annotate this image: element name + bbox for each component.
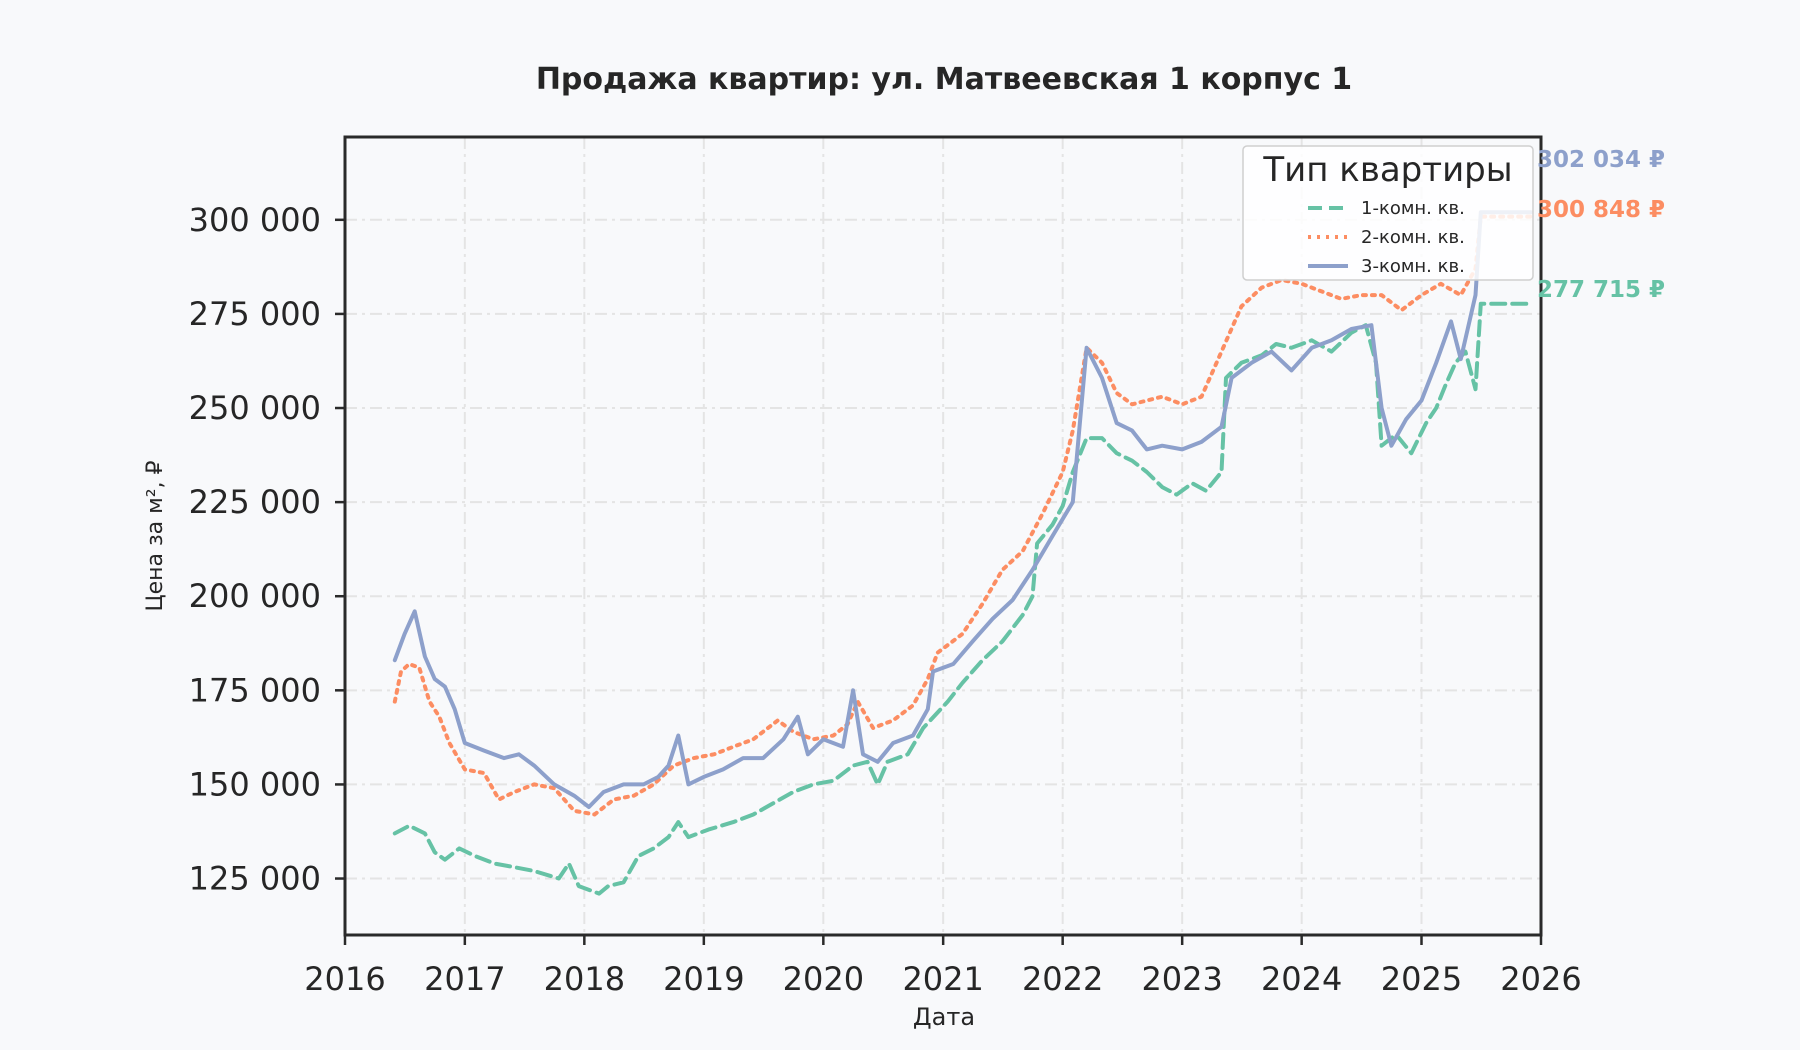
x-axis-label: Дата bbox=[913, 1003, 975, 1031]
legend-title: Тип квартиры bbox=[1262, 150, 1512, 190]
x-tick-label: 2016 bbox=[304, 960, 385, 998]
legend: Тип квартиры 1-комн. кв. 2-комн. кв. 3-ком… bbox=[1242, 145, 1534, 281]
y-tick-label: 225 000 bbox=[189, 483, 321, 521]
y-axis-label: Цена за м², ₽ bbox=[143, 460, 168, 611]
x-tick-label: 2020 bbox=[783, 960, 864, 998]
series-lines bbox=[392, 210, 1533, 896]
end-value-labels: 277 715 ₽ 300 848 ₽ 302 034 ₽ bbox=[1537, 147, 1665, 303]
x-tick-label: 2017 bbox=[424, 960, 505, 998]
x-tick-label: 2024 bbox=[1261, 960, 1342, 998]
series-line bbox=[392, 210, 1533, 809]
y-tick-label: 250 000 bbox=[189, 389, 321, 427]
series-line bbox=[392, 214, 1533, 817]
legend-entry-label: 2-комн. кв. bbox=[1361, 227, 1465, 248]
legend-entry-label: 3-комн. кв. bbox=[1361, 256, 1465, 277]
x-tick-label: 2023 bbox=[1141, 960, 1222, 998]
series-line bbox=[392, 301, 1533, 896]
series-end-label: 300 848 ₽ bbox=[1537, 197, 1665, 223]
legend-items: 1-комн. кв. 2-комн. кв. 3-комн. кв. bbox=[1308, 198, 1465, 277]
x-tick-label: 2019 bbox=[663, 960, 744, 998]
legend-entry-label: 1-комн. кв. bbox=[1361, 198, 1465, 219]
series-end-label: 277 715 ₽ bbox=[1537, 277, 1665, 303]
x-tick-label: 2026 bbox=[1500, 960, 1581, 998]
y-tick-label: 300 000 bbox=[189, 201, 321, 239]
y-tick-label: 125 000 bbox=[189, 860, 321, 898]
x-tick-label: 2018 bbox=[544, 960, 625, 998]
chart-title: Продажа квартир: ул. Матвеевская 1 корпу… bbox=[536, 62, 1352, 97]
legend-box bbox=[1242, 145, 1534, 281]
y-tick-label: 275 000 bbox=[189, 295, 321, 333]
y-tick-label: 200 000 bbox=[189, 577, 321, 615]
x-tick-label: 2025 bbox=[1381, 960, 1462, 998]
x-axis-ticks: 2016 2017 2018 2019 2020 2021 2022 2023 2024 2025… bbox=[304, 935, 1582, 998]
x-tick-label: 2022 bbox=[1022, 960, 1103, 998]
series-end-label: 302 034 ₽ bbox=[1537, 147, 1665, 173]
y-tick-label: 150 000 bbox=[189, 765, 321, 803]
y-axis-ticks: 125 000 150 000 175 000 200 000 225 000 250 0… bbox=[189, 201, 345, 898]
y-tick-label: 175 000 bbox=[189, 671, 321, 709]
x-tick-label: 2021 bbox=[902, 960, 983, 998]
